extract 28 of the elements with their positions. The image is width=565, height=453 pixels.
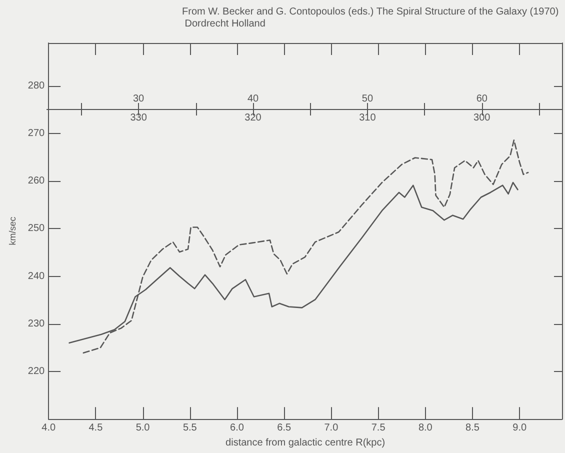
x2-tick-label: 30 [132,94,145,104]
x-tick-label: 4.5 [88,422,104,434]
x2-tick-label: 40 [247,94,259,104]
y-tick-label: 230 [28,318,46,330]
x-tick-label: 4.0 [42,422,56,434]
annotation: 320 [244,112,262,124]
x-tick-label: 9.0 [512,422,527,434]
y-tick-label: 250 [28,223,46,234]
y-tick-label: 240 [28,270,46,282]
x2-tick-label: 50 [362,94,374,104]
x-tick-label: 7.0 [324,422,339,434]
x-axis-title: distance from galactic centre R(kpc) [226,438,386,448]
x2-tick-label: 60 [476,94,488,104]
annotation: 300 [474,112,491,124]
y-tick-label: 220 [28,366,46,377]
annotation: 330 [130,112,148,124]
x-tick-label: 5.5 [182,422,198,434]
x-tick-label: 7.5 [371,422,386,434]
x-tick-label: 6.5 [277,422,292,434]
x-tick-label: 8.5 [466,422,480,434]
x-tick-label: 8.0 [418,422,433,434]
text: From W. Becker and G. Contopoulos (eds.) The Spiral Structure of the Galaxy (1970) Dordrecht Holland [182,6,559,30]
y-tick-label: 280 [28,80,46,92]
x-tick-label: 6.0 [230,422,244,434]
y-tick-label: 270 [28,128,46,139]
y-axis-title: km/sec [8,216,18,246]
y-tick-label: 260 [28,176,46,187]
x-tick-label: 5.0 [136,422,150,434]
